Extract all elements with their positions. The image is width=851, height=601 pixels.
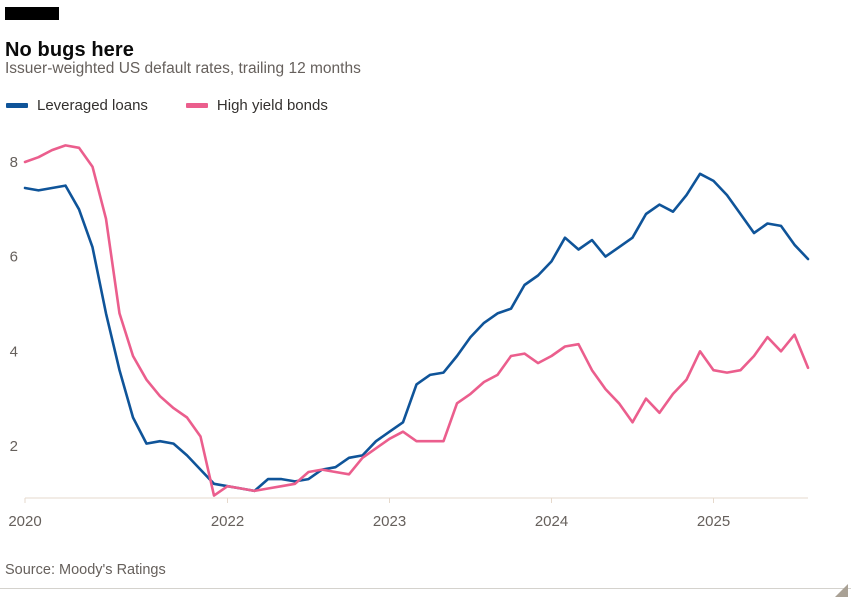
series-line-high-yield-bonds — [23, 144, 810, 497]
x-tick-label: 2020 — [8, 513, 41, 530]
legend-label: High yield bonds — [216, 97, 328, 114]
x-tick-label: 2024 — [535, 513, 568, 530]
legend-label: Leveraged loans — [37, 97, 148, 114]
x-tick-label: 2022 — [211, 513, 244, 530]
y-tick-label: 4 — [10, 343, 18, 360]
y-tick-label: 2 — [10, 438, 18, 455]
chart-subtitle: Issuer-weighted US default rates, traili… — [5, 60, 361, 77]
footer-divider — [0, 588, 851, 589]
legend-item-high-yield-bonds: High yield bonds — [185, 97, 328, 114]
y-tick-label: 6 — [10, 249, 18, 266]
y-tick-label: 8 — [10, 154, 18, 171]
series-line-leveraged-loans — [23, 172, 810, 493]
legend-swatch-0 — [6, 103, 28, 108]
legend-item-leveraged-loans: Leveraged loans — [6, 97, 148, 114]
x-tick-label: 2023 — [373, 513, 406, 530]
corner-triangle-icon — [835, 584, 848, 597]
x-tick-label: 2025 — [697, 513, 730, 530]
legend: Leveraged loans High yield bonds — [6, 97, 328, 114]
default-rates-chart: 2020 2022 2023 2024 2025 2 4 6 8 — [8, 144, 810, 530]
source-note: Source: Moody's Ratings — [5, 562, 166, 578]
ft-tag-bar — [5, 7, 59, 20]
page-title: No bugs here — [5, 39, 134, 62]
legend-swatch-1 — [185, 103, 208, 108]
